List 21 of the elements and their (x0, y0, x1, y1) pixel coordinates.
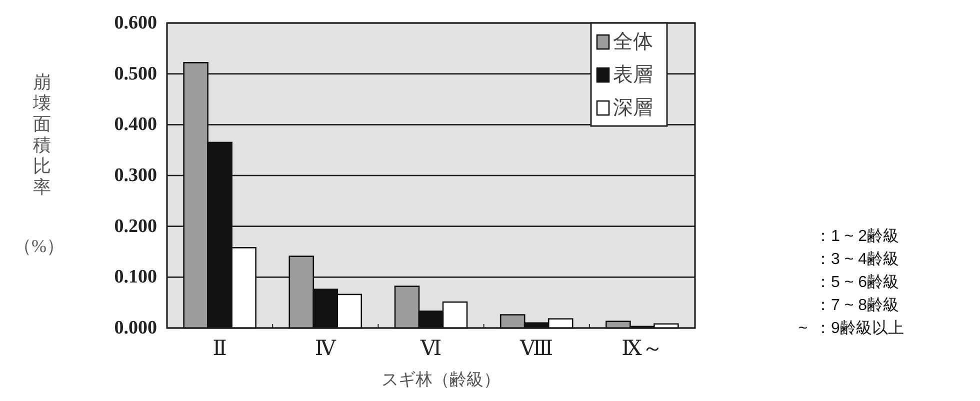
y-tick-label: 0.200 (114, 216, 157, 237)
x-axis-title: スギ林（齢級） (382, 370, 500, 389)
text: ：5 ~ 6齢級 (815, 272, 900, 290)
x-tick-label: Ⅳ (314, 336, 337, 360)
x-tick-label: Ⅱ (212, 336, 227, 360)
text: ：3 ~ 4齢級 (815, 250, 900, 268)
y-tick-label: 0.100 (114, 266, 157, 288)
y-tick-label: 0.500 (114, 63, 157, 84)
text: ：1 ~ 2齢級 (815, 226, 900, 244)
legend-label: 深層 (613, 97, 653, 119)
x-tick-label: Ⅵ (419, 336, 442, 360)
x-tick-label: Ⅷ (519, 336, 554, 360)
x-tick-label: Ⅸ～ (622, 336, 663, 360)
legend-label: 全体 (613, 31, 653, 53)
y-tick-label: 0.000 (114, 318, 157, 338)
y-tick-label: 0.300 (114, 165, 157, 186)
text: ：7 ~ 8齢級 (815, 296, 900, 314)
legend-label: 表層 (613, 64, 653, 86)
text: ~ ：9齢級以上 (798, 318, 904, 336)
y-tick-label: 0.600 (114, 12, 157, 34)
y-tick-label: 0.400 (114, 114, 157, 136)
